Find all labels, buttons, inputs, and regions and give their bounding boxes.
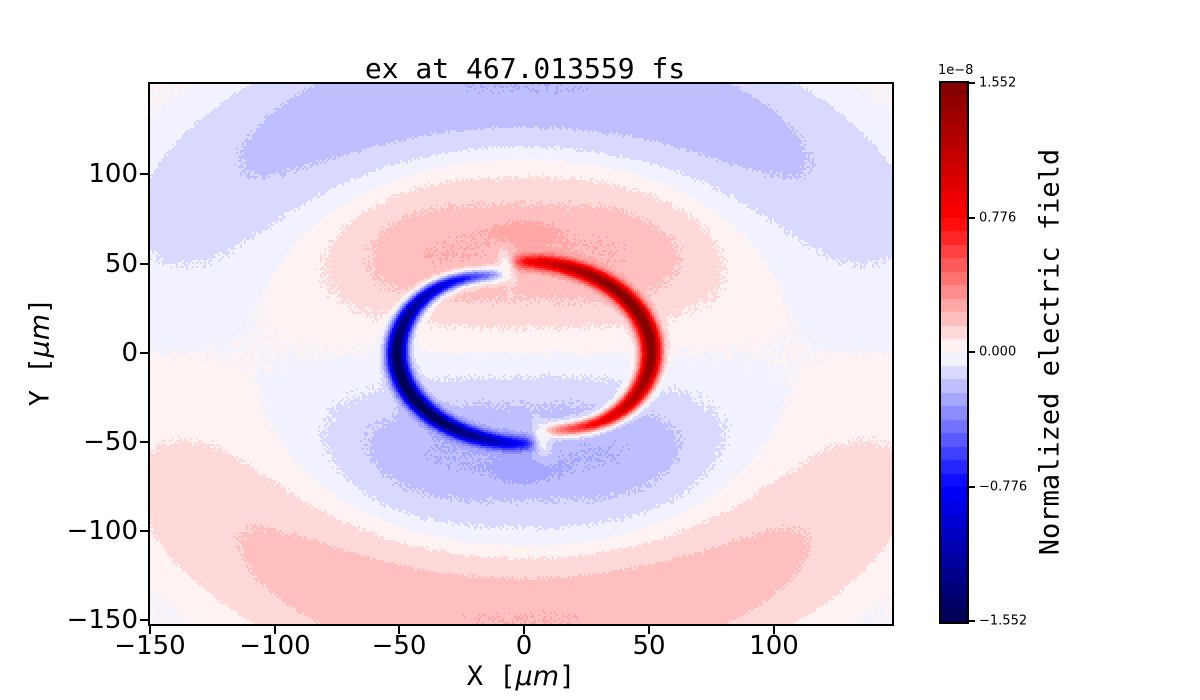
colorbar-tick-label: 1.552 (979, 75, 1017, 91)
y-tick-mark (140, 263, 148, 265)
x-axis-label-suffix: ] (559, 661, 576, 692)
y-tick-label: −50 (83, 427, 138, 457)
x-tick-label: −50 (371, 631, 427, 661)
colorbar-tick-mark (969, 486, 975, 488)
y-tick-label: 50 (104, 249, 138, 279)
y-tick-label: 0 (121, 338, 138, 368)
y-axis-label-mu: μm (24, 314, 56, 358)
x-tick-mark (648, 626, 650, 634)
colorbar-tick-mark (969, 82, 975, 84)
y-tick-label: −150 (66, 605, 138, 635)
colorbar-canvas (941, 83, 967, 622)
x-tick-label: 0 (515, 631, 533, 661)
y-tick-label: −100 (66, 516, 138, 546)
y-axis-label-prefix: Y [ (24, 357, 56, 407)
x-tick-mark (523, 626, 525, 634)
colorbar-tick-mark (969, 620, 975, 622)
x-tick-label: 100 (749, 631, 799, 661)
x-tick-mark (149, 626, 151, 634)
y-tick-mark (140, 173, 148, 175)
y-tick-mark (140, 619, 148, 621)
x-axis-label-mu: μm (515, 661, 559, 692)
y-axis-label-suffix: ] (24, 297, 56, 314)
x-tick-mark (274, 626, 276, 634)
y-tick-mark (140, 441, 148, 443)
y-tick-label: 100 (88, 159, 138, 189)
x-tick-mark (398, 626, 400, 634)
x-tick-label: −100 (239, 631, 311, 661)
colorbar-tick-label: 0.776 (979, 210, 1017, 226)
x-tick-label: −150 (114, 631, 186, 661)
field-heatmap-canvas (150, 84, 892, 624)
plot-title: ex at 467.013559 fs (364, 52, 686, 85)
x-axis-label-prefix: X [ (466, 661, 516, 692)
x-tick-mark (773, 626, 775, 634)
colorbar-tick-label: −0.776 (979, 479, 1028, 495)
colorbar-tick-mark (969, 351, 975, 353)
colorbar-tick-label: 0.000 (979, 344, 1017, 360)
x-tick-label: 50 (632, 631, 666, 661)
y-axis-label: Y [μm] (25, 298, 56, 407)
y-tick-mark (140, 352, 148, 354)
x-axis-label: X [μm] (467, 661, 576, 692)
colorbar-title: Normalized electric field (1034, 148, 1066, 556)
colorbar-tick-label: −1.552 (979, 613, 1028, 629)
colorbar-scale-label: 1e−8 (938, 63, 974, 78)
colorbar-tick-mark (969, 217, 975, 219)
y-tick-mark (140, 530, 148, 532)
